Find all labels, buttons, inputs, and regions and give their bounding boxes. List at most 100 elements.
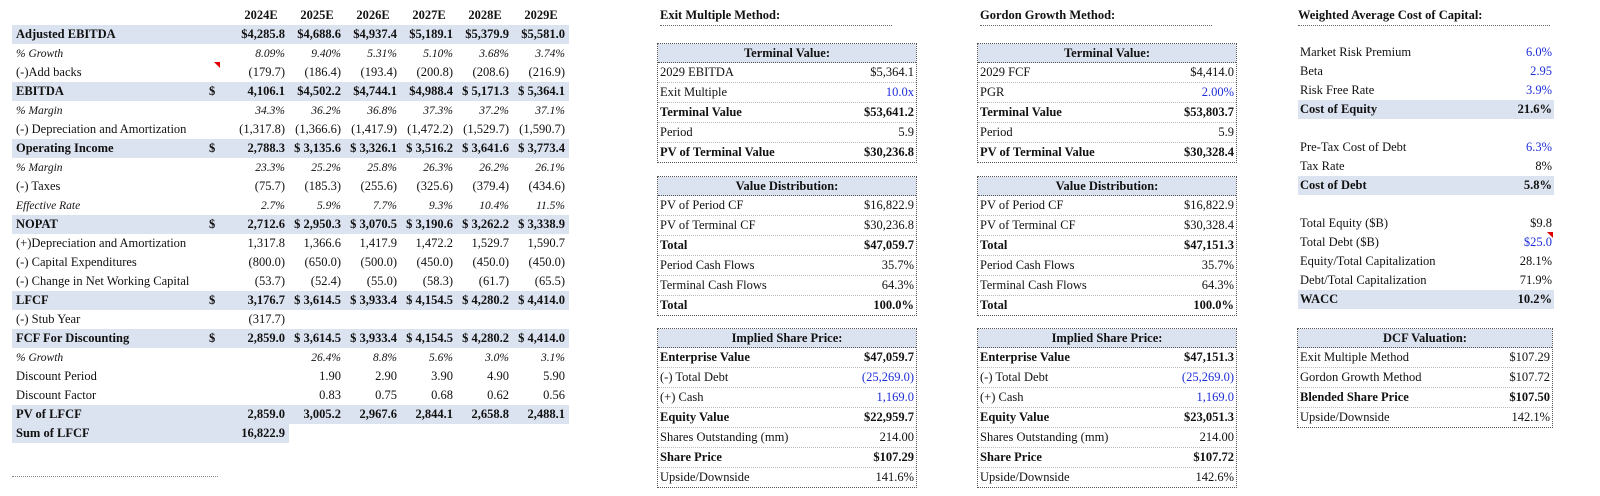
value-cell[interactable]: $ 3,773.4 bbox=[513, 139, 569, 158]
value-cell[interactable]: 3.0% bbox=[485, 351, 509, 364]
value-cell[interactable]: 1,590.7 bbox=[527, 236, 566, 250]
value-cell[interactable]: 37.1% bbox=[535, 104, 565, 117]
value-cell[interactable]: $ 3,614.5 bbox=[289, 291, 345, 310]
value-cell[interactable] bbox=[233, 367, 289, 386]
value-cell[interactable]: 2,967.6 bbox=[345, 405, 401, 424]
currency-cell[interactable]: $ bbox=[205, 329, 233, 348]
value-cell[interactable]: 0.56 bbox=[543, 388, 565, 402]
value-cell[interactable] bbox=[233, 348, 289, 367]
row-value[interactable]: $47,151.3 bbox=[1184, 350, 1234, 364]
row-label-cell[interactable]: FCF For Discounting bbox=[12, 329, 205, 348]
wacc-value[interactable]: 8% bbox=[1535, 159, 1552, 173]
value-cell[interactable]: 2,712.6 bbox=[233, 215, 289, 234]
value-cell[interactable]: 1,529.7 bbox=[471, 236, 510, 250]
value-cell[interactable]: $ 3,338.9 bbox=[513, 215, 569, 234]
value-cell[interactable]: 2,844.1 bbox=[401, 405, 457, 424]
row-label-cell[interactable]: (-) Taxes bbox=[16, 179, 61, 193]
value-cell[interactable]: $5,379.9 bbox=[457, 25, 513, 44]
value-cell[interactable]: 3.1% bbox=[541, 351, 565, 364]
value-cell[interactable]: 5.9% bbox=[317, 199, 341, 212]
row-value[interactable]: 35.7% bbox=[1201, 258, 1234, 272]
value-cell[interactable]: 0.62 bbox=[487, 388, 509, 402]
value-cell[interactable]: $ 4,154.5 bbox=[401, 291, 457, 310]
value-cell[interactable]: 36.8% bbox=[367, 104, 397, 117]
value-cell[interactable]: (216.9) bbox=[528, 65, 565, 79]
row-label-cell[interactable]: % Margin bbox=[16, 161, 63, 174]
currency-cell[interactable]: $ bbox=[205, 139, 233, 158]
value-cell[interactable]: $ 3,326.1 bbox=[345, 139, 401, 158]
currency-cell[interactable] bbox=[205, 386, 233, 405]
value-cell[interactable]: 36.2% bbox=[311, 104, 341, 117]
value-cell[interactable]: 10.4% bbox=[479, 199, 509, 212]
value-cell[interactable]: (53.7) bbox=[254, 274, 285, 288]
row-value[interactable]: 64.3% bbox=[1201, 278, 1234, 292]
value-cell[interactable]: 0.83 bbox=[319, 388, 341, 402]
row-value[interactable]: (25,269.0) bbox=[1181, 370, 1234, 384]
row-label-cell[interactable]: (-) Stub Year bbox=[16, 312, 81, 326]
currency-cell[interactable] bbox=[205, 101, 233, 120]
row-value[interactable]: 5.9 bbox=[898, 125, 914, 139]
value-cell[interactable]: 26.2% bbox=[479, 161, 509, 174]
wacc-value[interactable]: 28.1% bbox=[1519, 254, 1552, 268]
currency-cell[interactable] bbox=[205, 272, 233, 291]
row-value[interactable]: $107.72 bbox=[1509, 370, 1550, 384]
wacc-value[interactable]: 10.2% bbox=[1517, 292, 1552, 306]
value-cell[interactable] bbox=[513, 424, 569, 443]
row-value[interactable]: $30,236.8 bbox=[864, 218, 914, 232]
value-cell[interactable] bbox=[401, 310, 457, 329]
row-value[interactable]: 141.6% bbox=[875, 470, 914, 484]
value-cell[interactable] bbox=[233, 386, 289, 405]
row-value[interactable]: $4,414.0 bbox=[1190, 65, 1234, 79]
value-cell[interactable]: $4,688.6 bbox=[289, 25, 345, 44]
value-cell[interactable]: $5,189.1 bbox=[401, 25, 457, 44]
value-cell[interactable]: (450.0) bbox=[416, 255, 453, 269]
row-value[interactable]: $23,051.3 bbox=[1184, 410, 1234, 424]
value-cell[interactable]: (379.4) bbox=[472, 179, 509, 193]
row-label-cell[interactable]: PV of LFCF bbox=[12, 405, 205, 424]
value-cell[interactable]: $ 3,070.5 bbox=[345, 215, 401, 234]
value-cell[interactable]: 1,472.2 bbox=[415, 236, 454, 250]
value-cell[interactable]: 5.90 bbox=[543, 369, 565, 383]
currency-cell[interactable]: $ bbox=[205, 82, 233, 101]
value-cell[interactable]: $4,285.8 bbox=[233, 25, 289, 44]
value-cell[interactable]: $ 3,933.4 bbox=[345, 291, 401, 310]
value-cell[interactable]: (255.6) bbox=[360, 179, 397, 193]
row-value[interactable]: 5.9 bbox=[1218, 125, 1234, 139]
row-value[interactable]: $30,236.8 bbox=[864, 145, 914, 159]
value-cell[interactable]: 26.3% bbox=[423, 161, 453, 174]
value-cell[interactable]: (200.8) bbox=[416, 65, 453, 79]
row-label-cell[interactable]: (-) Depreciation and Amortization bbox=[16, 122, 187, 136]
comment-marker-icon[interactable] bbox=[214, 62, 220, 68]
value-cell[interactable]: 3,005.2 bbox=[289, 405, 345, 424]
row-value[interactable]: 214.00 bbox=[1199, 430, 1234, 444]
value-cell[interactable]: 3.68% bbox=[479, 47, 509, 60]
value-cell[interactable]: 2,658.8 bbox=[457, 405, 513, 424]
currency-cell[interactable] bbox=[205, 196, 233, 215]
row-value[interactable]: 10.0x bbox=[885, 85, 914, 99]
currency-cell[interactable] bbox=[205, 424, 233, 443]
value-cell[interactable]: 25.2% bbox=[311, 161, 341, 174]
value-cell[interactable]: 34.3% bbox=[255, 104, 285, 117]
value-cell[interactable] bbox=[513, 310, 569, 329]
row-value[interactable]: 35.7% bbox=[881, 258, 914, 272]
row-label-cell[interactable]: (-) Change in Net Working Capital bbox=[16, 274, 190, 288]
row-label-cell[interactable]: Operating Income bbox=[12, 139, 205, 158]
row-label-cell[interactable]: (-)Add backs bbox=[16, 65, 82, 79]
value-cell[interactable]: 7.7% bbox=[373, 199, 397, 212]
wacc-value[interactable]: 71.9% bbox=[1519, 273, 1552, 287]
value-cell[interactable]: (75.7) bbox=[254, 179, 285, 193]
value-cell[interactable]: 4,106.1 bbox=[233, 82, 289, 101]
row-value[interactable]: $53,641.2 bbox=[864, 105, 914, 119]
value-cell[interactable]: 4.90 bbox=[487, 369, 509, 383]
currency-cell[interactable] bbox=[205, 120, 233, 139]
wacc-value[interactable]: 3.9% bbox=[1525, 83, 1552, 97]
value-cell[interactable]: (65.5) bbox=[534, 274, 565, 288]
value-cell[interactable]: $ 3,262.2 bbox=[457, 215, 513, 234]
wacc-value[interactable]: 21.6% bbox=[1517, 102, 1552, 116]
value-cell[interactable]: (325.6) bbox=[416, 179, 453, 193]
value-cell[interactable]: (185.3) bbox=[304, 179, 341, 193]
currency-cell[interactable]: $ bbox=[205, 291, 233, 310]
row-value[interactable]: 142.1% bbox=[1511, 410, 1550, 424]
value-cell[interactable]: 2.7% bbox=[261, 199, 285, 212]
currency-cell[interactable] bbox=[205, 25, 233, 44]
